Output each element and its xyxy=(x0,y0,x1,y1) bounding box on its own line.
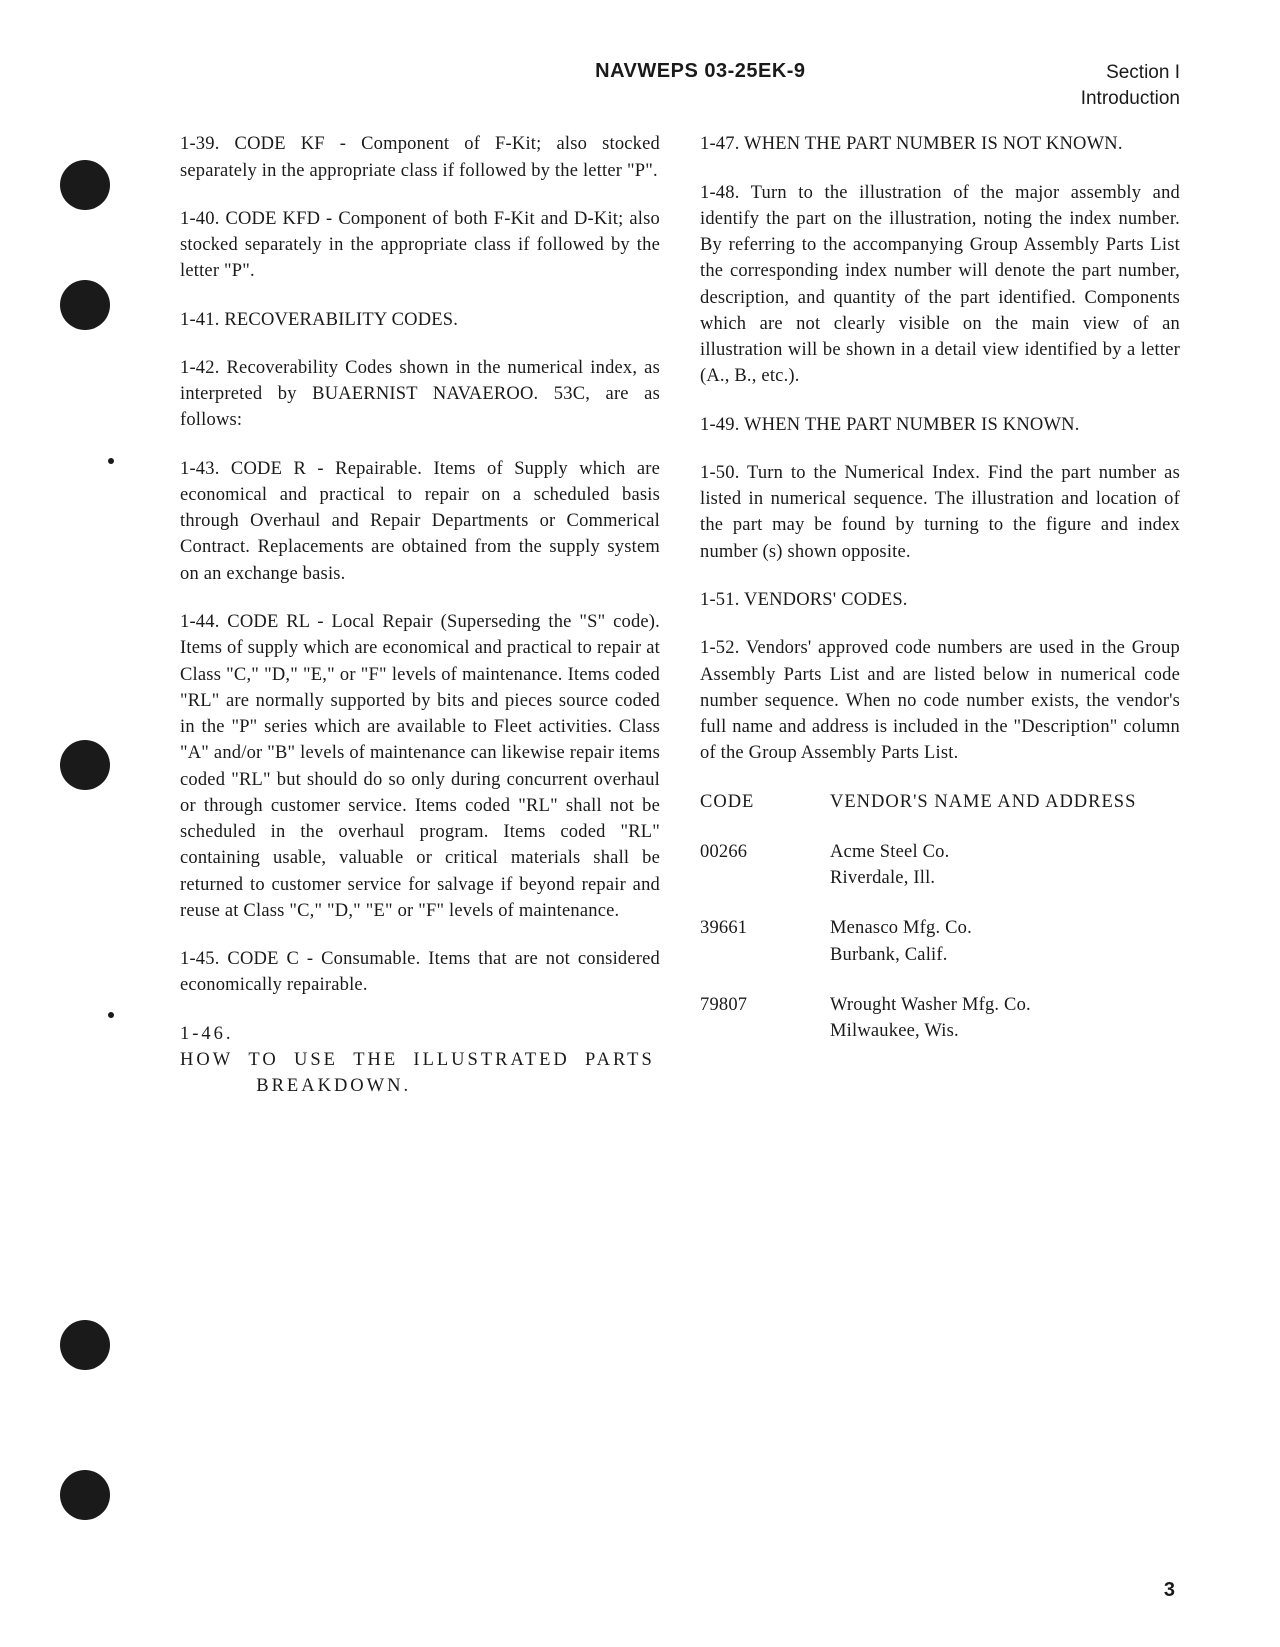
vendor-name-address: Wrought Washer Mfg. Co.Milwaukee, Wis. xyxy=(830,992,1180,1045)
paragraph: 1-43. CODE R - Repairable. Items of Supp… xyxy=(180,456,660,587)
vendor-row: 79807Wrought Washer Mfg. Co.Milwaukee, W… xyxy=(700,992,1180,1045)
page-number: 3 xyxy=(1164,1579,1175,1602)
punch-hole xyxy=(60,280,110,330)
right-column: 1-47. WHEN THE PART NUMBER IS NOT KNOWN.… xyxy=(700,131,1180,1121)
content-columns: 1-39. CODE KF - Component of F-Kit; also… xyxy=(180,131,1180,1121)
punch-hole xyxy=(60,740,110,790)
section-label: Section I xyxy=(1081,60,1180,86)
paragraph: 1-47. WHEN THE PART NUMBER IS NOT KNOWN. xyxy=(700,131,1180,157)
paragraph: 1-48. Turn to the illustration of the ma… xyxy=(700,180,1180,390)
vendor-table-header: CODEVENDOR'S NAME AND ADDRESS xyxy=(700,789,1180,815)
vendor-address: Riverdale, Ill. xyxy=(830,865,1180,891)
vendor-address: Milwaukee, Wis. xyxy=(830,1018,1180,1044)
vendor-code: 39661 xyxy=(700,915,830,968)
vendor-table: CODEVENDOR'S NAME AND ADDRESS00266Acme S… xyxy=(700,789,1180,1045)
vendor-name: Menasco Mfg. Co. xyxy=(830,915,1180,941)
paragraph: 1-41. RECOVERABILITY CODES. xyxy=(180,307,660,333)
page-container: NAVWEPS 03-25EK-9 Section I Introduction… xyxy=(0,0,1280,1647)
vendor-header-name: VENDOR'S NAME AND ADDRESS xyxy=(830,789,1180,815)
paragraph: 1-52. Vendors' approved code numbers are… xyxy=(700,635,1180,766)
paragraph: 1-51. VENDORS' CODES. xyxy=(700,587,1180,613)
paragraph: 1-39. CODE KF - Component of F-Kit; also… xyxy=(180,131,660,184)
vendor-name: Acme Steel Co. xyxy=(830,839,1180,865)
vendor-name-address: Menasco Mfg. Co.Burbank, Calif. xyxy=(830,915,1180,968)
punch-hole xyxy=(60,1320,110,1370)
vendor-address: Burbank, Calif. xyxy=(830,942,1180,968)
vendor-name-address: Acme Steel Co.Riverdale, Ill. xyxy=(830,839,1180,892)
left-column: 1-39. CODE KF - Component of F-Kit; also… xyxy=(180,131,660,1121)
paragraph: 1-45. CODE C - Consumable. Items that ar… xyxy=(180,946,660,999)
vendor-row: 39661Menasco Mfg. Co.Burbank, Calif. xyxy=(700,915,1180,968)
page-header: NAVWEPS 03-25EK-9 Section I Introduction xyxy=(180,60,1180,111)
section-block: Section I Introduction xyxy=(1081,60,1180,111)
section-subtitle: Introduction xyxy=(1081,86,1180,112)
document-number: NAVWEPS 03-25EK-9 xyxy=(320,60,1081,83)
punch-hole xyxy=(60,1470,110,1520)
paragraph: 1-46. HOW TO USE THE ILLUSTRATED PARTS B… xyxy=(180,1021,660,1100)
paragraph: 1-40. CODE KFD - Component of both F-Kit… xyxy=(180,206,660,285)
vendor-code: 79807 xyxy=(700,992,830,1045)
paragraph: 1-50. Turn to the Numerical Index. Find … xyxy=(700,460,1180,565)
paragraph: 1-49. WHEN THE PART NUMBER IS KNOWN. xyxy=(700,412,1180,438)
paragraph: 1-44. CODE RL - Local Repair (Supersedin… xyxy=(180,609,660,924)
vendor-row: 00266Acme Steel Co.Riverdale, Ill. xyxy=(700,839,1180,892)
margin-dot xyxy=(108,458,114,464)
vendor-header-code: CODE xyxy=(700,789,830,815)
margin-dot xyxy=(108,1012,114,1018)
vendor-code: 00266 xyxy=(700,839,830,892)
punch-hole xyxy=(60,160,110,210)
paragraph: 1-42. Recoverability Codes shown in the … xyxy=(180,355,660,434)
vendor-name: Wrought Washer Mfg. Co. xyxy=(830,992,1180,1018)
